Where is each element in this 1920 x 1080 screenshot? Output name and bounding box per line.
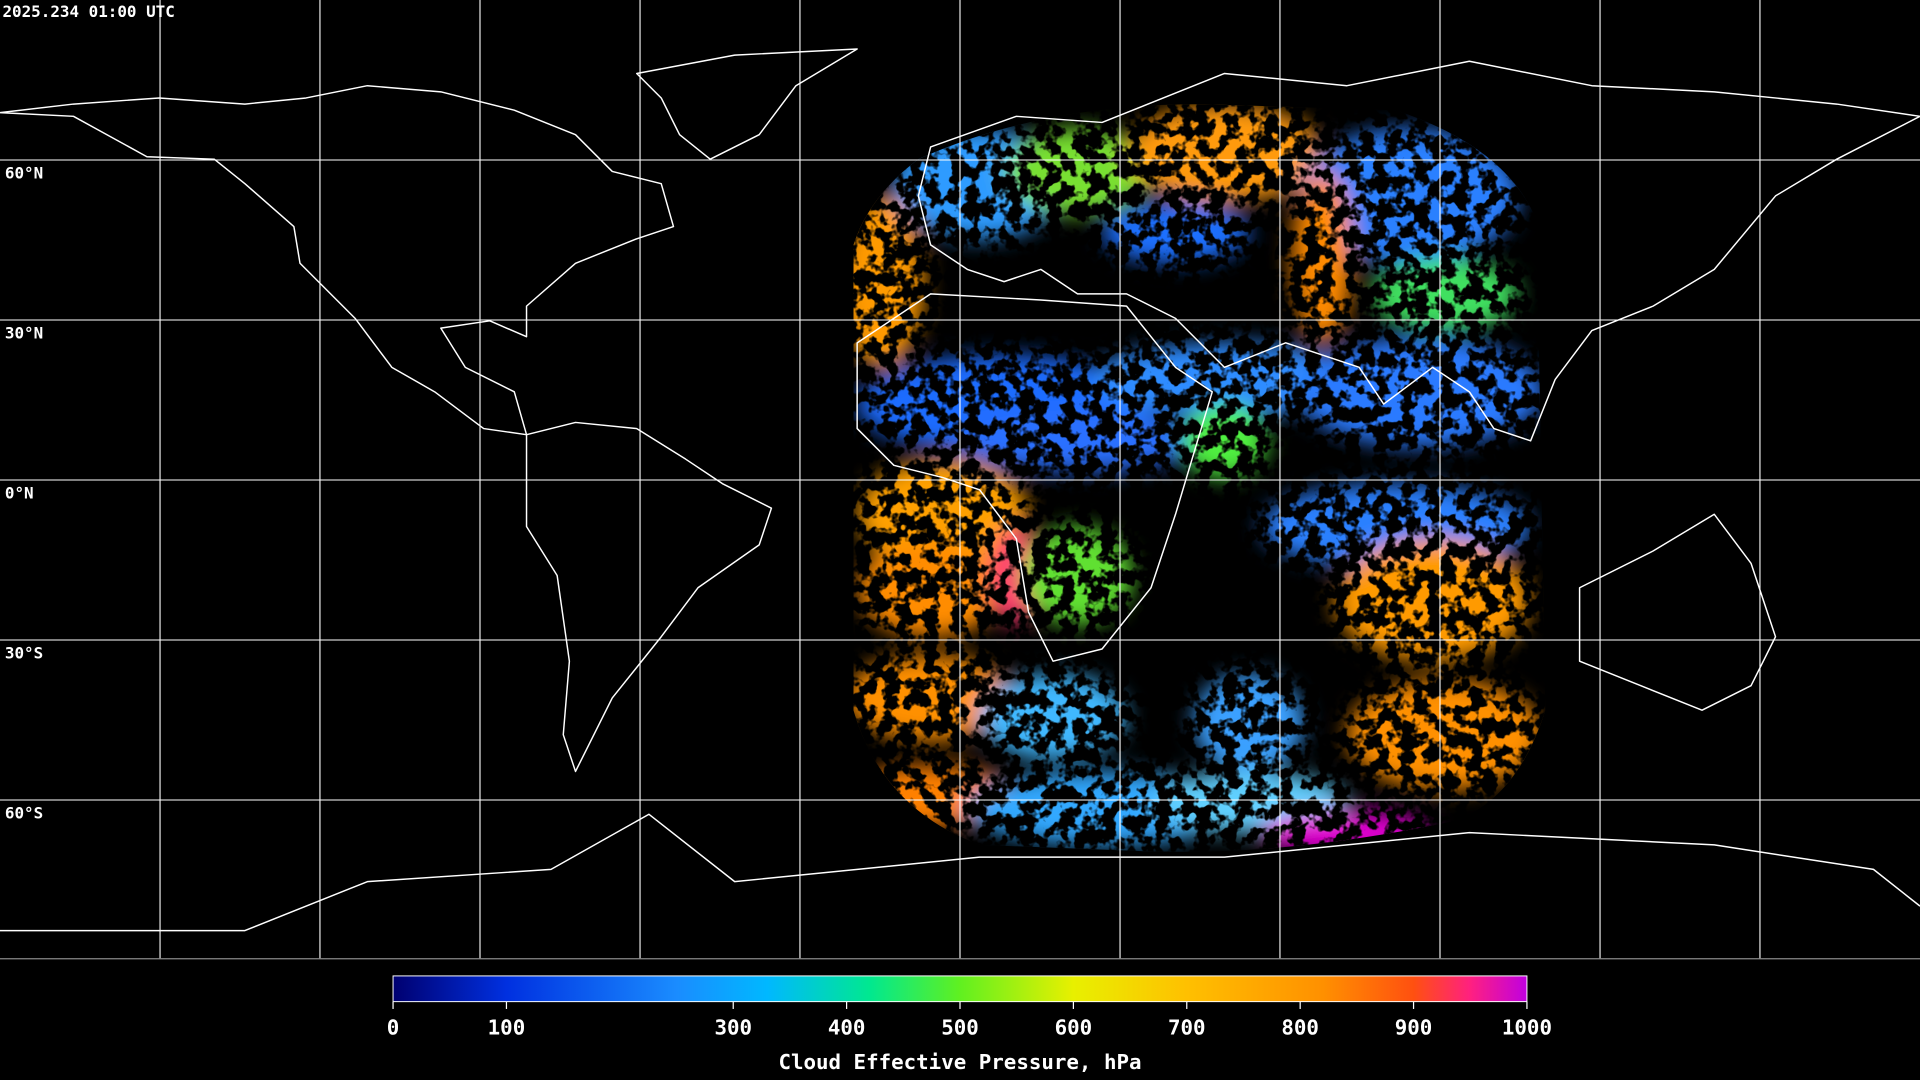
latitude-label: 30°S [5, 643, 43, 662]
timestamp: 2025.234 01:00 UTC [2, 2, 174, 21]
colorbar-tick-label: 900 [1395, 1016, 1433, 1040]
colorbar-tick-label: 600 [1055, 1016, 1093, 1040]
colorbar-label: Cloud Effective Pressure, hPa [778, 1050, 1141, 1074]
colorbar [392, 975, 1528, 1003]
latitude-label: 60°N [5, 163, 43, 182]
coastlines [0, 48, 1920, 932]
colorbar-tick-label: 400 [828, 1016, 866, 1040]
colorbar-tick-label: 300 [714, 1016, 752, 1040]
colorbar-tick-label: 1000 [1502, 1016, 1552, 1040]
latitude-label: 0°N [5, 483, 34, 502]
colorbar-tick-label: 0 [387, 1016, 400, 1040]
latitude-label: 30°N [5, 323, 43, 342]
colorbar-tick-label: 800 [1281, 1016, 1319, 1040]
latitude-label: 60°S [5, 803, 43, 822]
satellite-field [853, 104, 1546, 852]
colorbar-tick-label: 100 [488, 1016, 526, 1040]
colorbar-tick-label: 500 [941, 1016, 979, 1040]
colorbar-tick-label: 700 [1168, 1016, 1206, 1040]
